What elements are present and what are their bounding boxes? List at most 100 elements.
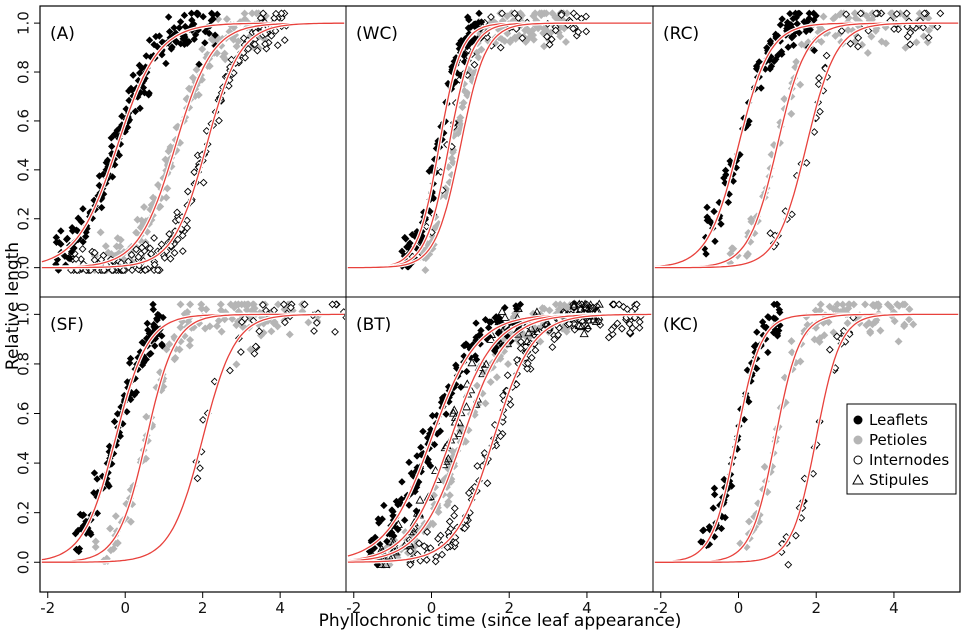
point-internodes	[814, 80, 823, 89]
y-tick-label: 0.2	[15, 207, 33, 231]
point-internodes	[210, 377, 219, 386]
panel-sf: (SF) 0.0 0.2 0.4 0.6 0.8 1.0 -2 0 2 4	[15, 300, 345, 617]
point-internodes	[483, 479, 492, 488]
point-internodes	[240, 314, 249, 323]
point-internodes	[141, 266, 150, 274]
point-internodes	[137, 243, 146, 252]
point-internodes	[473, 462, 482, 470]
point-leaflets	[805, 9, 813, 18]
point-internodes	[833, 332, 841, 341]
point-internodes	[557, 11, 566, 19]
point-internodes	[545, 40, 554, 49]
point-internodes	[150, 234, 158, 242]
point-petioles	[729, 244, 738, 253]
point-internodes	[128, 266, 136, 274]
point-internodes	[431, 557, 440, 566]
series-stipules	[373, 299, 604, 568]
point-petioles	[234, 300, 243, 309]
point-stipules	[415, 495, 425, 504]
point-leaflets	[472, 319, 480, 327]
point-internodes	[199, 415, 207, 424]
point-internodes	[273, 41, 282, 50]
panel-label: (SF)	[50, 315, 84, 335]
panel-label: (WC)	[356, 24, 398, 44]
point-stipules	[524, 328, 534, 337]
point-internodes	[236, 348, 245, 356]
x-tick-label: 4	[275, 599, 285, 617]
point-internodes	[572, 12, 581, 21]
fit-curve-leaflets	[347, 22, 652, 269]
point-internodes	[272, 9, 280, 18]
point-internodes	[286, 303, 295, 312]
fit-curve-halo	[347, 21, 652, 270]
point-internodes	[809, 469, 818, 478]
point-leaflets	[158, 342, 166, 350]
point-internodes	[856, 9, 865, 18]
point-petioles	[893, 300, 902, 309]
fit-curve-petioles	[347, 22, 652, 269]
point-leaflets	[810, 46, 818, 55]
point-stipules	[481, 359, 491, 368]
point-petioles	[421, 266, 430, 275]
y-tick-label: 0.4	[15, 451, 33, 475]
point-petioles	[185, 341, 194, 350]
point-internodes	[837, 26, 846, 35]
point-internodes	[166, 254, 175, 263]
point-internodes	[224, 82, 233, 90]
point-internodes	[90, 256, 99, 264]
point-leaflets	[164, 13, 173, 21]
fit-curve-internodes	[41, 313, 345, 563]
point-internodes	[426, 544, 435, 552]
point-petioles	[816, 300, 825, 309]
point-internodes	[160, 254, 169, 262]
y-tick-label: 0.0	[15, 256, 33, 280]
panel-label: (RC)	[663, 24, 699, 44]
point-petioles	[222, 15, 231, 24]
point-internodes	[183, 216, 191, 225]
x-tick-label: 0	[427, 599, 437, 617]
point-internodes	[518, 34, 527, 43]
point-internodes	[892, 10, 901, 18]
point-internodes	[582, 12, 590, 21]
point-petioles	[845, 300, 854, 309]
point-internodes	[506, 400, 515, 409]
point-leaflets	[452, 361, 460, 369]
point-leaflets	[721, 166, 730, 175]
point-internodes	[531, 346, 540, 355]
y-axis-title: Relative length	[3, 242, 23, 370]
point-leaflets	[63, 234, 72, 243]
point-leaflets	[141, 355, 150, 363]
point-leaflets	[378, 515, 386, 523]
point-stipules	[431, 465, 441, 475]
point-leaflets	[717, 524, 726, 533]
point-internodes	[496, 432, 505, 441]
point-leaflets	[471, 352, 479, 360]
y-tick-label: 0.8	[15, 352, 33, 376]
point-leaflets	[143, 319, 151, 328]
point-leaflets	[703, 203, 711, 212]
point-internodes	[919, 23, 928, 32]
point-leaflets	[765, 314, 773, 322]
point-internodes	[825, 345, 834, 354]
point-petioles	[862, 321, 871, 330]
point-internodes	[791, 531, 800, 540]
plot-area	[654, 300, 959, 569]
point-leaflets	[82, 232, 90, 241]
point-internodes	[554, 331, 563, 339]
point-leaflets	[72, 545, 81, 554]
point-internodes	[78, 245, 87, 253]
point-leaflets	[709, 504, 717, 512]
point-petioles	[905, 315, 914, 324]
point-leaflets	[86, 528, 94, 537]
point-internodes	[569, 24, 577, 33]
point-internodes	[280, 36, 289, 44]
point-internodes	[77, 255, 85, 264]
point-leaflets	[393, 524, 401, 533]
point-petioles	[213, 322, 221, 331]
point-petioles	[133, 215, 142, 224]
point-stipules	[461, 402, 472, 411]
point-petioles	[562, 327, 571, 336]
point-leaflets	[495, 328, 503, 336]
point-leaflets	[175, 24, 183, 32]
point-petioles	[270, 318, 279, 327]
